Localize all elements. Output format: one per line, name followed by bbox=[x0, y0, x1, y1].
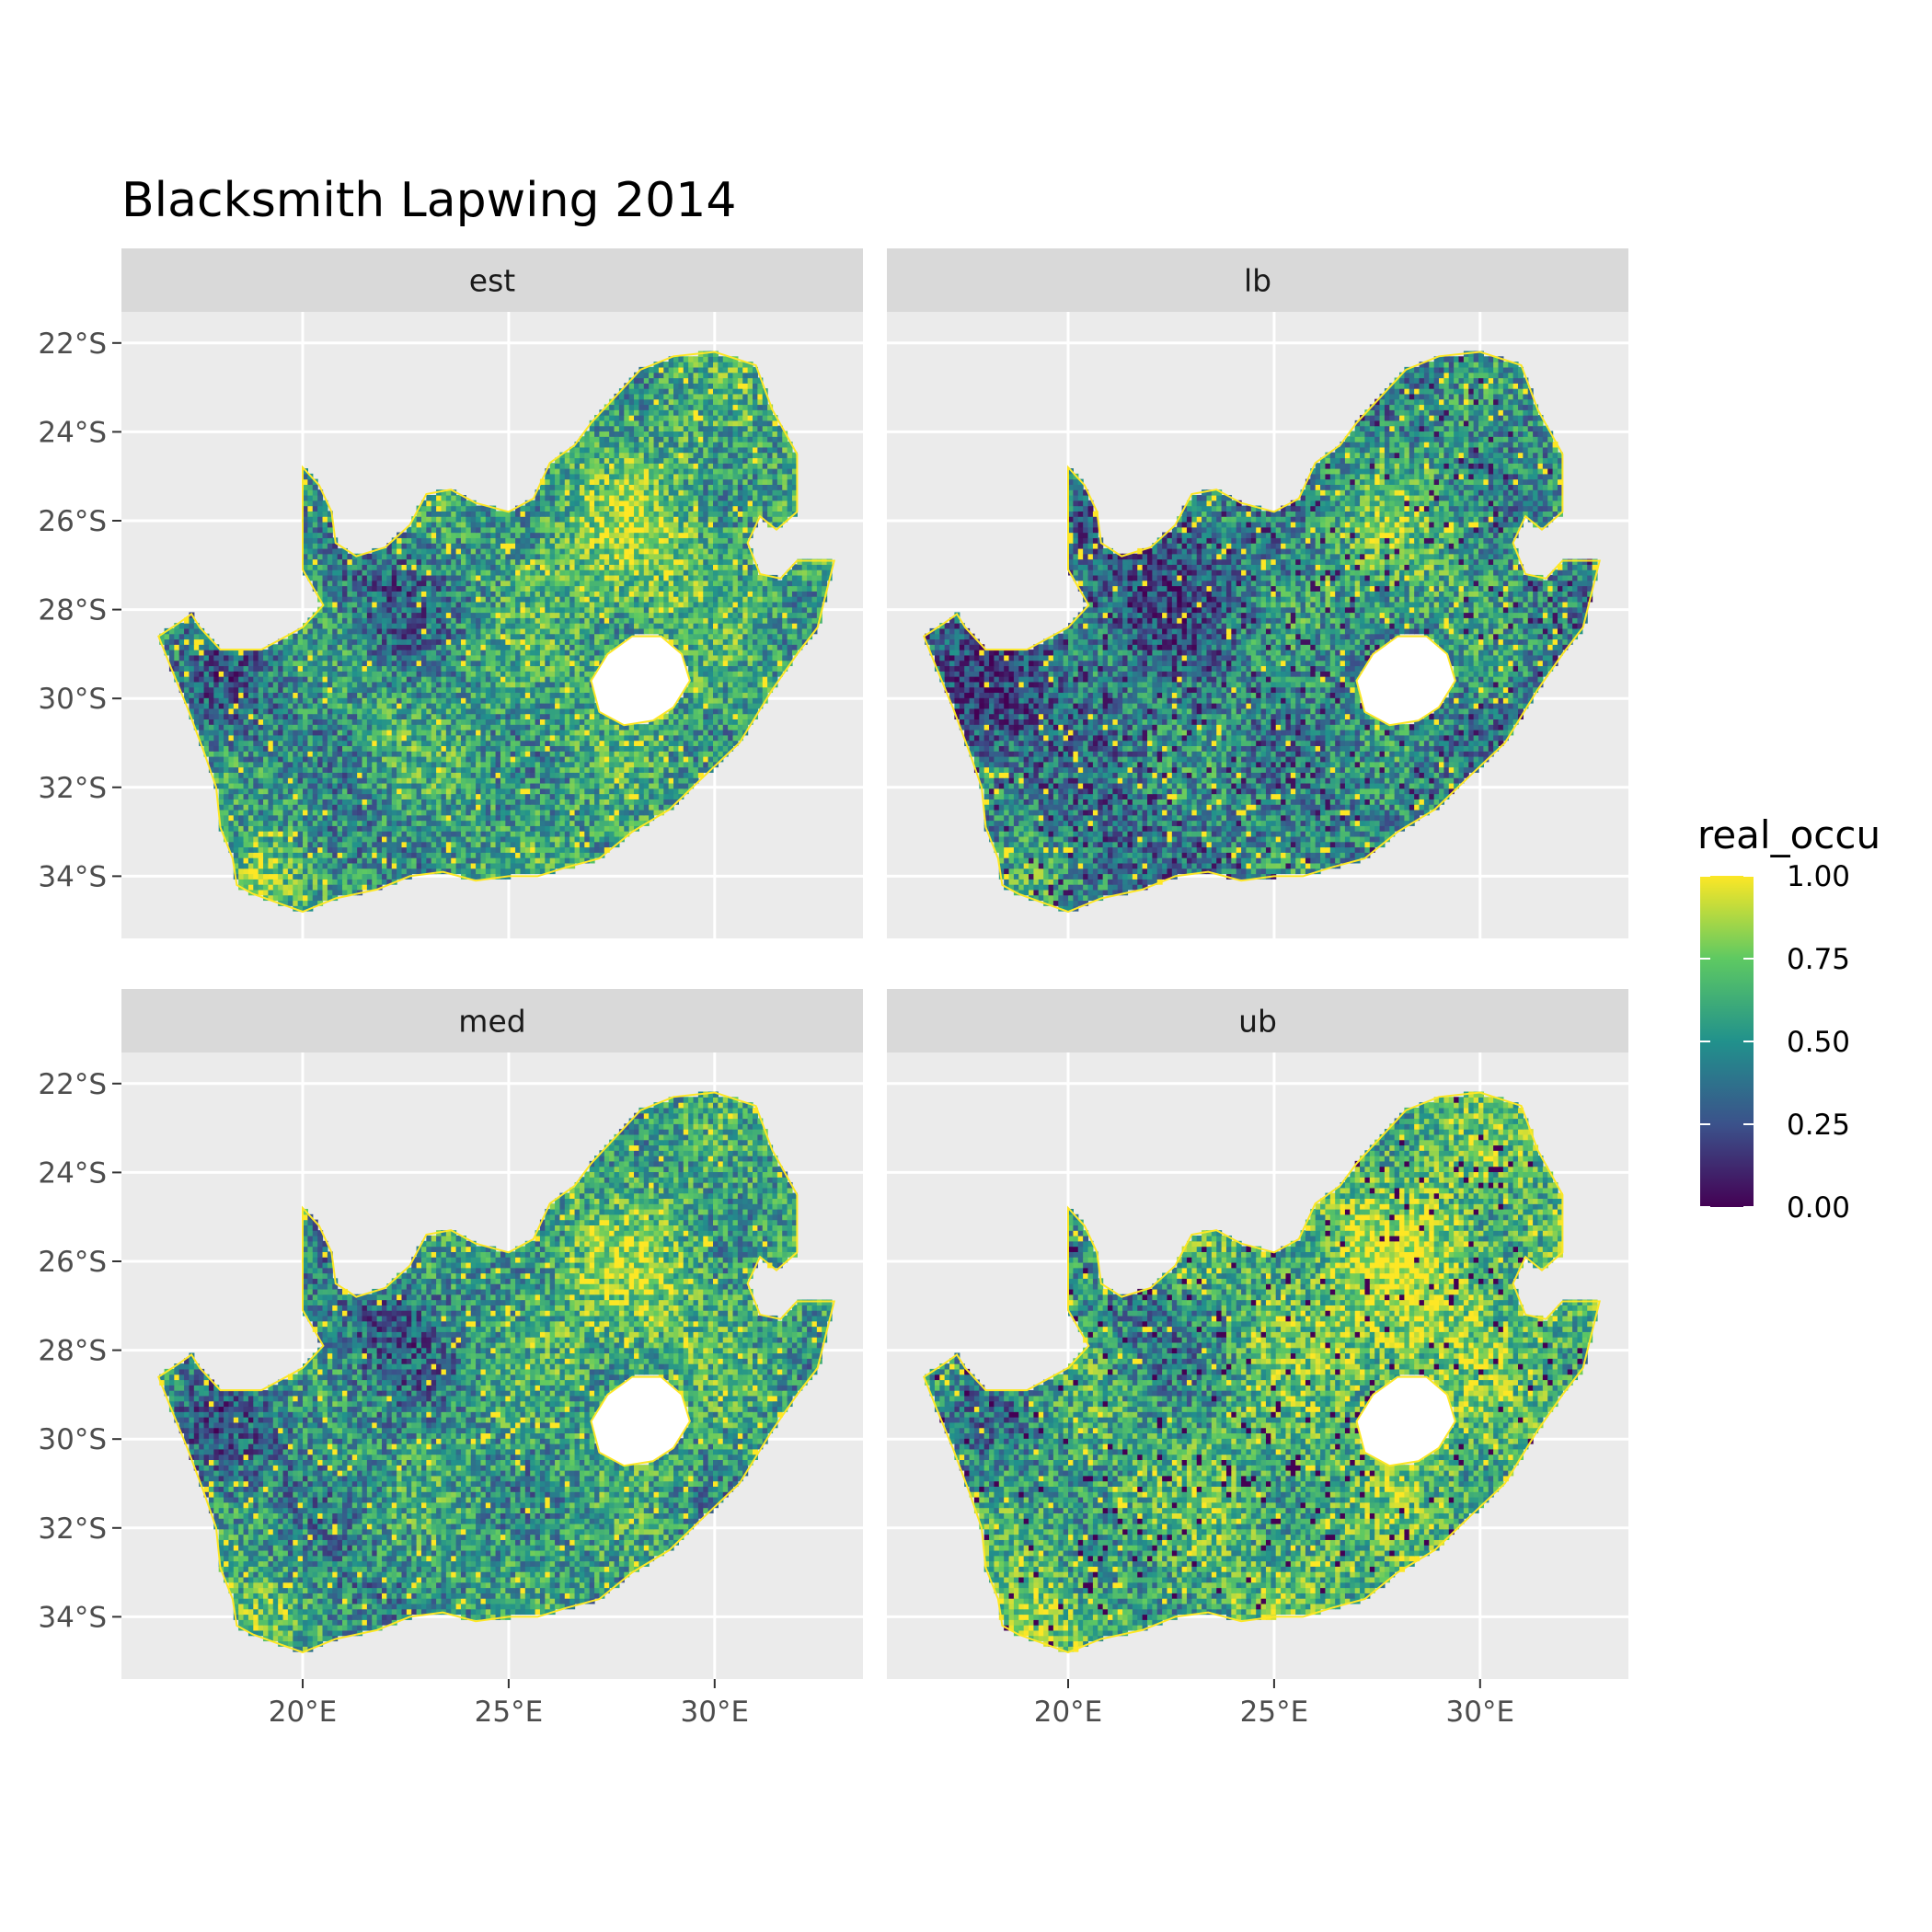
x-tick-label: 20°E bbox=[1034, 1696, 1103, 1729]
y-tick-label: 32°S bbox=[38, 1512, 107, 1546]
facet-panel-lb: lb bbox=[887, 248, 1628, 938]
x-tick-label: 30°E bbox=[1446, 1696, 1515, 1729]
facet-strip bbox=[121, 989, 863, 1052]
facet-strip-label: est bbox=[469, 263, 515, 299]
y-tick-label: 30°S bbox=[38, 1423, 107, 1456]
facet-strip-label: lb bbox=[1244, 263, 1271, 299]
y-tick-label: 24°S bbox=[38, 1156, 107, 1190]
y-tick-label: 28°S bbox=[38, 1335, 107, 1368]
y-tick-label: 26°S bbox=[38, 505, 107, 538]
facet-strip bbox=[887, 989, 1628, 1052]
legend: real_occu 1.00 0.75 0.50 0.25 0.00 bbox=[1697, 812, 1880, 1225]
x-tick-label: 30°E bbox=[681, 1696, 750, 1729]
legend-label: 0.75 bbox=[1787, 943, 1850, 976]
legend-label: 0.50 bbox=[1787, 1026, 1850, 1059]
facet-strip bbox=[121, 248, 863, 312]
axes: 22°S 24°S 26°S 28°S 30°S 32°S 34°S 22°S 24°S 26°S… bbox=[38, 328, 1514, 1729]
facet-strip-label: ub bbox=[1238, 1004, 1277, 1040]
y-tick-label: 32°S bbox=[38, 772, 107, 805]
facet-strip bbox=[887, 248, 1628, 312]
lesotho-no-data bbox=[590, 635, 691, 727]
facet-panel-ub: ub bbox=[887, 989, 1628, 1679]
facet-panel-med: med bbox=[121, 989, 863, 1679]
y-tick-label: 34°S bbox=[38, 1601, 107, 1634]
x-tick-label: 25°E bbox=[475, 1696, 544, 1729]
chart-title: Blacksmith Lapwing 2014 bbox=[121, 173, 736, 228]
lesotho-no-data bbox=[1355, 1375, 1456, 1467]
country-outline bbox=[157, 351, 835, 914]
y-tick-label: 22°S bbox=[38, 1068, 107, 1101]
occupancy-raster bbox=[159, 351, 833, 912]
y-tick-label: 28°S bbox=[38, 594, 107, 627]
y-tick-label: 24°S bbox=[38, 416, 107, 449]
occupancy-raster bbox=[159, 1091, 833, 1652]
facet-panel-est: est bbox=[121, 248, 863, 938]
country-outline bbox=[923, 1091, 1601, 1654]
lesotho-no-data bbox=[590, 1375, 691, 1467]
legend-label: 0.00 bbox=[1787, 1191, 1850, 1225]
country-outline bbox=[157, 1091, 835, 1654]
legend-ticks: 1.00 0.75 0.50 0.25 0.00 bbox=[1700, 860, 1850, 1225]
facet-strip-label: med bbox=[458, 1004, 525, 1040]
y-tick-label: 22°S bbox=[38, 328, 107, 361]
legend-label: 1.00 bbox=[1787, 860, 1850, 893]
occupancy-raster bbox=[925, 1091, 1598, 1652]
legend-label: 0.25 bbox=[1787, 1109, 1850, 1142]
facet-panels: est lb med ub bbox=[121, 248, 1628, 1679]
y-tick-label: 34°S bbox=[38, 860, 107, 893]
legend-title: real_occu bbox=[1697, 812, 1880, 857]
occupancy-raster bbox=[925, 351, 1598, 912]
y-tick-label: 26°S bbox=[38, 1246, 107, 1279]
x-tick-label: 25°E bbox=[1240, 1696, 1309, 1729]
y-tick-label: 30°S bbox=[38, 683, 107, 716]
country-outline bbox=[923, 351, 1601, 914]
lesotho-no-data bbox=[1355, 635, 1456, 727]
x-tick-label: 20°E bbox=[269, 1696, 338, 1729]
